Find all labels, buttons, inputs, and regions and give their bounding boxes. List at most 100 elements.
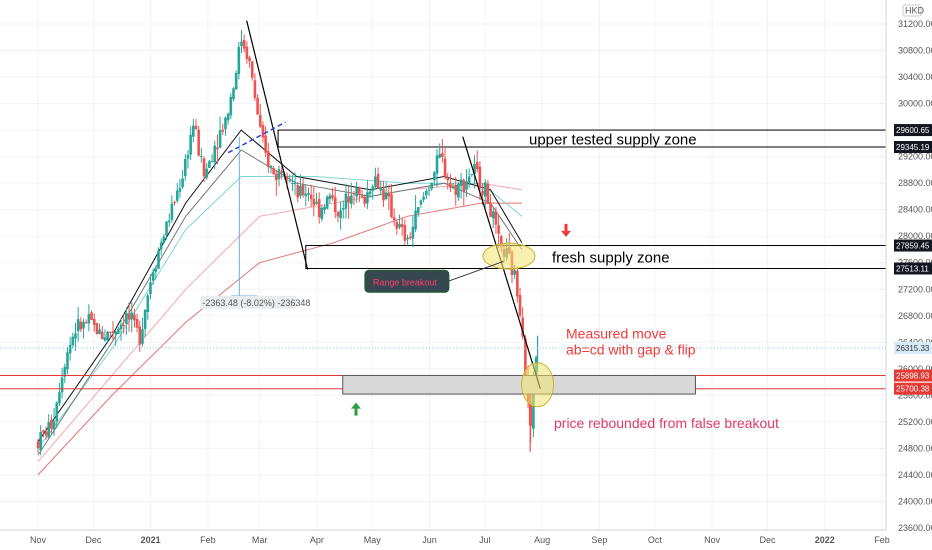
candle-body (304, 193, 308, 197)
price-axis: 24000.00 24400.00 24800.00 25200.00 25600.00… (885, 0, 932, 550)
candle-body (339, 210, 342, 219)
candle-body (424, 190, 428, 196)
time-tick-label: Sep (591, 535, 607, 545)
candle-body (454, 184, 458, 196)
candle-body (130, 312, 134, 320)
candle-body (125, 313, 128, 324)
candle-body (149, 282, 152, 295)
candle-body (200, 155, 203, 157)
time-tick-label: Nov (30, 535, 47, 545)
candle-body (323, 206, 326, 210)
candle-body (216, 147, 219, 150)
measured-move-label: Measured move (566, 325, 667, 341)
rebound-label: price rebounded from false breakout (554, 415, 779, 431)
candle-body (414, 210, 417, 230)
candle-body (79, 321, 83, 330)
candle-body (358, 187, 361, 194)
currency-badge (902, 4, 922, 17)
moving-average-line (37, 202, 522, 476)
candle-body (181, 178, 184, 188)
candle-body (151, 272, 155, 281)
candle-body (159, 242, 163, 250)
candle-body (446, 178, 450, 181)
candle-body (478, 166, 482, 189)
candle-body (438, 154, 441, 158)
candle-body (473, 164, 476, 175)
price-tick-label: 24000.00 (898, 496, 932, 506)
price-label: 25898.93 (896, 372, 930, 381)
candle-body (328, 195, 332, 199)
candle-body (229, 96, 233, 116)
candle-body (275, 173, 278, 181)
candle-body (443, 158, 447, 177)
candle-body (82, 321, 85, 329)
candle-body (400, 224, 404, 228)
candle-body (186, 154, 190, 159)
candle-body (382, 189, 385, 201)
candle-body (106, 331, 109, 341)
candle-body (119, 324, 123, 330)
price-tick-label: 26800.00 (898, 311, 932, 321)
candle-body (224, 117, 227, 130)
candle-body (333, 197, 337, 213)
candle-body (398, 224, 401, 228)
candle-body (467, 176, 471, 183)
candle-body (489, 202, 492, 217)
price-label: 27513.11 (896, 264, 929, 273)
candle-body (403, 225, 407, 241)
candle-body (341, 208, 345, 210)
candle-body (491, 211, 495, 219)
time-axis-bg (0, 530, 886, 550)
candle-body (39, 431, 42, 451)
candle-body (435, 155, 439, 174)
candle-body (293, 183, 297, 185)
candle-body (90, 312, 93, 320)
candle-body (242, 39, 246, 49)
candle-body (55, 402, 59, 421)
candle-body (100, 331, 104, 339)
price-label: 29345.19 (896, 143, 930, 152)
price-label-bg (894, 141, 932, 154)
candle-body (363, 196, 367, 204)
time-tick-label: May (364, 535, 382, 545)
candle-body (518, 294, 522, 316)
fresh-zone-label: fresh supply zone (552, 250, 670, 267)
candle-body (288, 180, 292, 182)
price-tick-label: 25200.00 (898, 417, 932, 427)
price-label: 26315.33 (896, 344, 930, 353)
candle-body (141, 329, 144, 344)
candle-body (111, 331, 115, 333)
callout-connector (447, 260, 504, 282)
candle-body (154, 268, 158, 272)
candle-body (315, 201, 318, 204)
candle-body (138, 326, 142, 345)
time-tick-label: Nov (704, 535, 721, 545)
annotations: -2363.48 (-8.02%) -236348 Range breakout u… (0, 20, 886, 431)
time-axis: Nov Dec 2021 Feb Mar Apr May Jun Jul Aug Sep Oct Nov… (0, 529, 890, 550)
candle-body (76, 319, 80, 332)
price-tick-label: 25600.00 (898, 390, 932, 400)
candle-body (427, 189, 431, 191)
time-tick-label: Dec (85, 535, 102, 545)
candle-body (301, 184, 305, 195)
candle-body (248, 57, 251, 62)
candle-body (237, 46, 241, 75)
candle-body (264, 135, 267, 153)
time-tick-label: Feb (874, 535, 890, 545)
candle-body (395, 221, 399, 229)
candle-body (109, 331, 112, 333)
candle-body (50, 419, 53, 429)
candle-body (355, 187, 358, 197)
candle-body (280, 171, 283, 173)
price-label-bg (894, 369, 932, 382)
candle-body (449, 182, 452, 188)
candle-body (336, 212, 340, 217)
candle-body (296, 185, 300, 198)
candle-body (208, 161, 211, 168)
candle-body (513, 270, 516, 275)
candle-body (368, 191, 372, 195)
highlight-circle (482, 242, 536, 270)
time-tick-label: Aug (534, 535, 550, 545)
time-tick-label: Mar (252, 535, 268, 545)
